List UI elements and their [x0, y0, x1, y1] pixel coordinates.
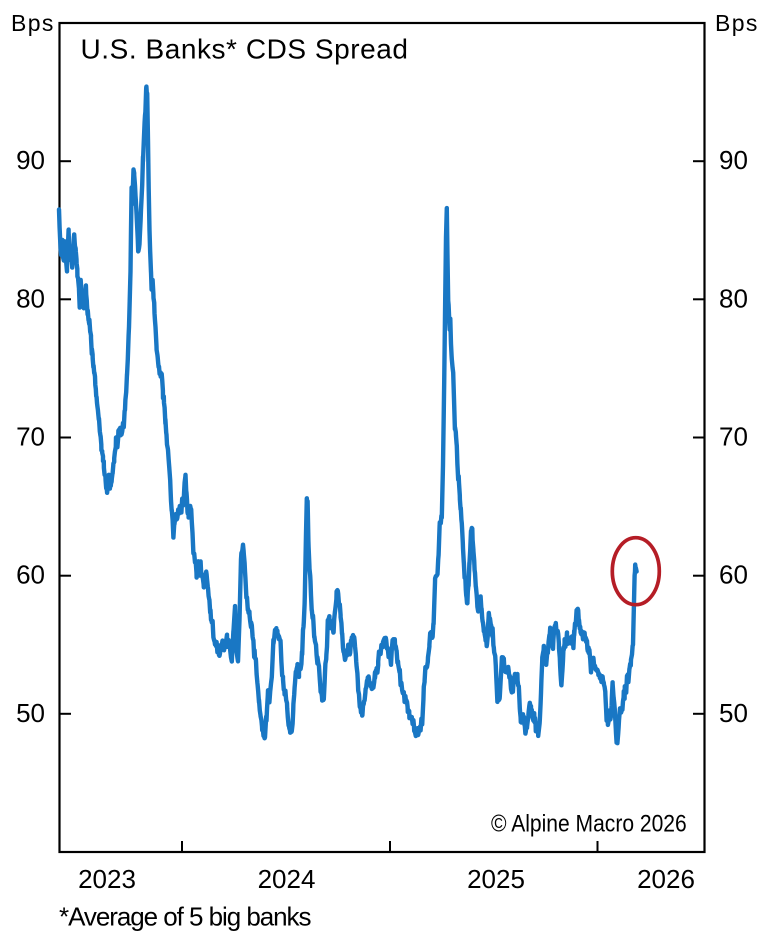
svg-text:2025: 2025	[467, 864, 525, 894]
svg-text:50: 50	[719, 698, 748, 728]
svg-text:*Average of 5 big banks: *Average of 5 big banks	[59, 902, 312, 932]
svg-text:2024: 2024	[258, 864, 316, 894]
svg-text:50: 50	[16, 698, 45, 728]
svg-text:80: 80	[719, 283, 748, 313]
svg-text:© Alpine Macro 2026: © Alpine Macro 2026	[491, 809, 687, 837]
svg-text:U.S. Banks* CDS Spread: U.S. Banks* CDS Spread	[81, 34, 409, 65]
svg-text:70: 70	[719, 422, 748, 452]
svg-text:60: 60	[719, 560, 748, 590]
svg-text:Bps: Bps	[11, 10, 55, 36]
svg-text:90: 90	[719, 145, 748, 175]
svg-text:80: 80	[16, 283, 45, 313]
svg-text:2023: 2023	[78, 864, 136, 894]
svg-text:90: 90	[16, 145, 45, 175]
svg-text:2026: 2026	[637, 864, 695, 894]
svg-text:Bps: Bps	[715, 10, 759, 36]
svg-text:60: 60	[16, 560, 45, 590]
svg-text:70: 70	[16, 422, 45, 452]
